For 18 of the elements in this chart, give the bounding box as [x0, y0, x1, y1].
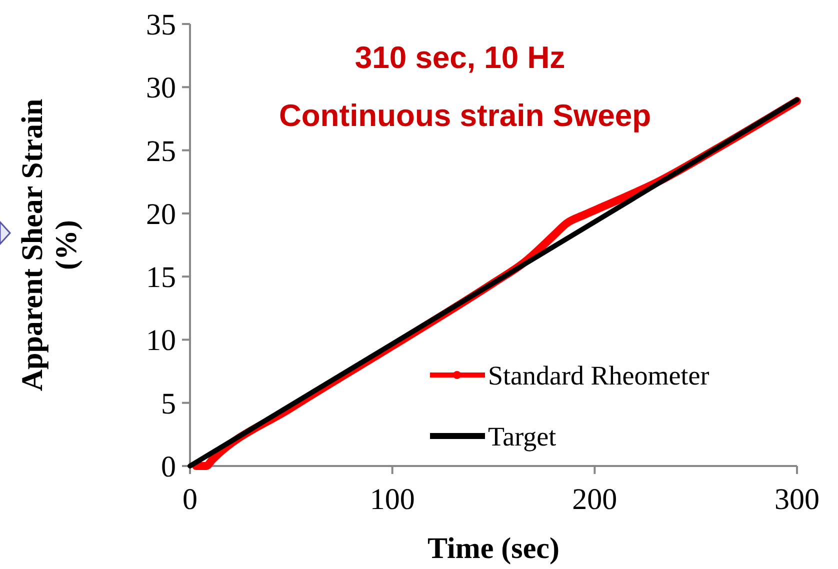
y-tick-label: 25 [146, 134, 176, 168]
y-tick-label: 20 [146, 198, 176, 231]
x-tick-label: 100 [370, 483, 415, 516]
x-axis-title: Time (sec) [428, 532, 560, 565]
legend-label: Standard Rheometer [488, 360, 710, 390]
text: Continuous strain Sweep [278, 98, 652, 133]
y-tick-label: 35 [146, 8, 176, 42]
text: 310 sec, 10 Hz [354, 40, 566, 75]
y-tick-label: 5 [161, 387, 176, 420]
y-tick-label: 15 [146, 261, 176, 294]
legend-label: Target [488, 421, 557, 452]
x-tick-label: 200 [572, 483, 618, 516]
x-tick-label: 0 [182, 483, 198, 516]
x-tick-label: 300 [774, 483, 820, 516]
y-tick-label: 0 [161, 450, 176, 484]
y-tick-label: 10 [146, 324, 176, 358]
y-axis-title: Apparent Shear Strain (%) [16, 98, 83, 392]
y-tick-label: 30 [146, 72, 176, 105]
